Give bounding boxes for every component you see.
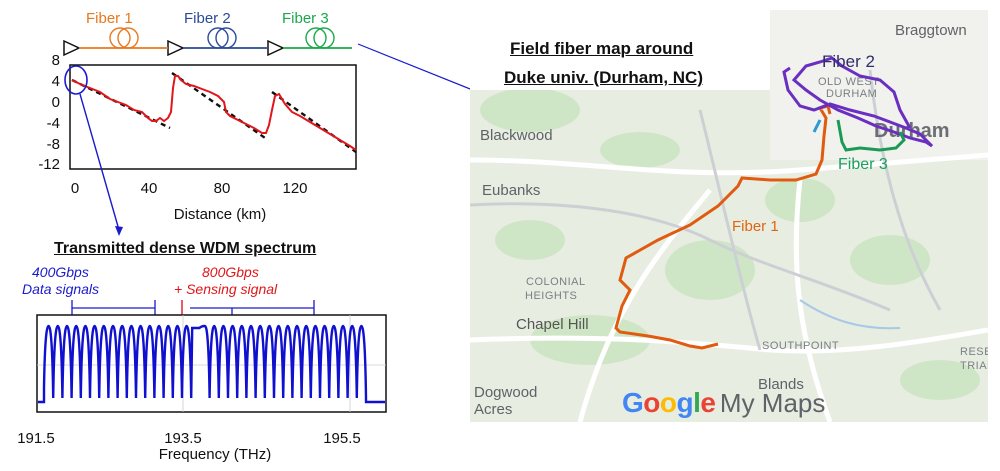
map-water <box>799 299 901 330</box>
spectrum-xtick: 193.5 <box>164 430 202 447</box>
map-fiber1-label: Fiber 1 <box>732 218 779 235</box>
data-signals-label-line1: 400Gbps <box>32 264 89 280</box>
map-parks <box>480 88 980 400</box>
google-logo: Google <box>622 387 716 418</box>
place-label: Chapel Hill <box>516 316 589 333</box>
amplifier-icon-3 <box>267 39 285 57</box>
highlight-circle <box>64 65 88 95</box>
map-roads <box>470 152 988 422</box>
place-label: Blands <box>758 376 804 393</box>
map-fiber2-label: Fiber 2 <box>822 52 875 71</box>
place-label: Eubanks <box>482 182 541 199</box>
trace-xlabel: Distance (km) <box>173 206 267 223</box>
map-title-line1: Field fiber map around <box>510 39 694 58</box>
trace-xtick: 40 <box>140 180 158 197</box>
my-maps-text: My Maps <box>719 388 826 418</box>
sensing-label-line1: 800Gbps <box>202 264 259 280</box>
trace-ytick: -12 <box>38 156 60 173</box>
place-label: OLD WEST <box>818 76 880 88</box>
trace-xtick: 120 <box>282 180 308 197</box>
trace-xtick: 80 <box>213 180 231 197</box>
map-route-segment <box>812 119 822 133</box>
fiber-coil-icon-1 <box>109 27 139 49</box>
spectrum-title: Transmitted dense WDM spectrum <box>54 240 317 257</box>
spectrum-xtick: 195.5 <box>323 430 361 447</box>
fiber3-route <box>836 119 906 152</box>
trace-ytick: -8 <box>46 136 60 153</box>
field-fiber-map[interactable]: Blackwood Eubanks COLONIAL HEIGHTS Chape… <box>470 10 988 422</box>
fiber1-label: Fiber 1 <box>86 10 133 27</box>
fiber3-label: Fiber 3 <box>282 10 329 27</box>
fiber2-route <box>782 56 934 148</box>
spectrum-xlabel: Frequency (THz) <box>158 446 272 463</box>
map-background <box>470 10 988 422</box>
trace-ytick: 4 <box>51 73 60 90</box>
trace-plot-frame <box>69 64 357 170</box>
place-label: Acres <box>474 401 513 418</box>
place-label: Dogwood <box>474 384 538 401</box>
pointer-line-map <box>357 43 470 90</box>
trace-xtick: 0 <box>70 180 80 197</box>
map-title-line2: Duke univ. (Durham, NC) <box>504 68 703 87</box>
fiber2-label: Fiber 2 <box>184 10 231 27</box>
amplifier-icon-2 <box>167 39 185 57</box>
fiber-coil-icon-3 <box>305 27 335 49</box>
place-label: COLONIAL <box>526 276 586 288</box>
place-label: HEIGHTS <box>525 290 578 302</box>
map-fiber3-label: Fiber 3 <box>838 156 888 173</box>
amplifier-icon-1 <box>63 39 81 57</box>
fiber-link-diagram <box>63 27 470 236</box>
fiber-routes <box>614 56 934 350</box>
spectrum-line <box>38 324 385 404</box>
trace-ytick: -4 <box>46 115 60 132</box>
google-my-maps-watermark: Google My Maps <box>622 387 825 419</box>
pointer-line-spectrum <box>79 93 120 231</box>
trace-ytick: 0 <box>51 94 60 111</box>
spectrum-plot <box>36 300 387 413</box>
place-label: Braggtown <box>895 22 967 39</box>
data-signals-label-line2: Data signals <box>22 281 100 297</box>
trace-line <box>71 75 357 151</box>
place-label: SOUTHPOINT <box>762 340 840 352</box>
spectrum-xtick: 191.5 <box>17 430 55 447</box>
map-highways <box>470 69 942 351</box>
place-label: Blackwood <box>480 127 553 144</box>
sensing-label-line2: + Sensing signal <box>174 281 278 297</box>
place-label: TRIAN <box>960 360 988 372</box>
place-label: DURHAM <box>826 88 878 100</box>
pointer-arrowhead-spectrum <box>115 226 123 236</box>
place-label: RESE <box>960 346 988 358</box>
fiber1-route <box>614 104 832 350</box>
fiber-coil-icon-2 <box>207 27 237 49</box>
trace-ytick: 8 <box>51 52 60 69</box>
